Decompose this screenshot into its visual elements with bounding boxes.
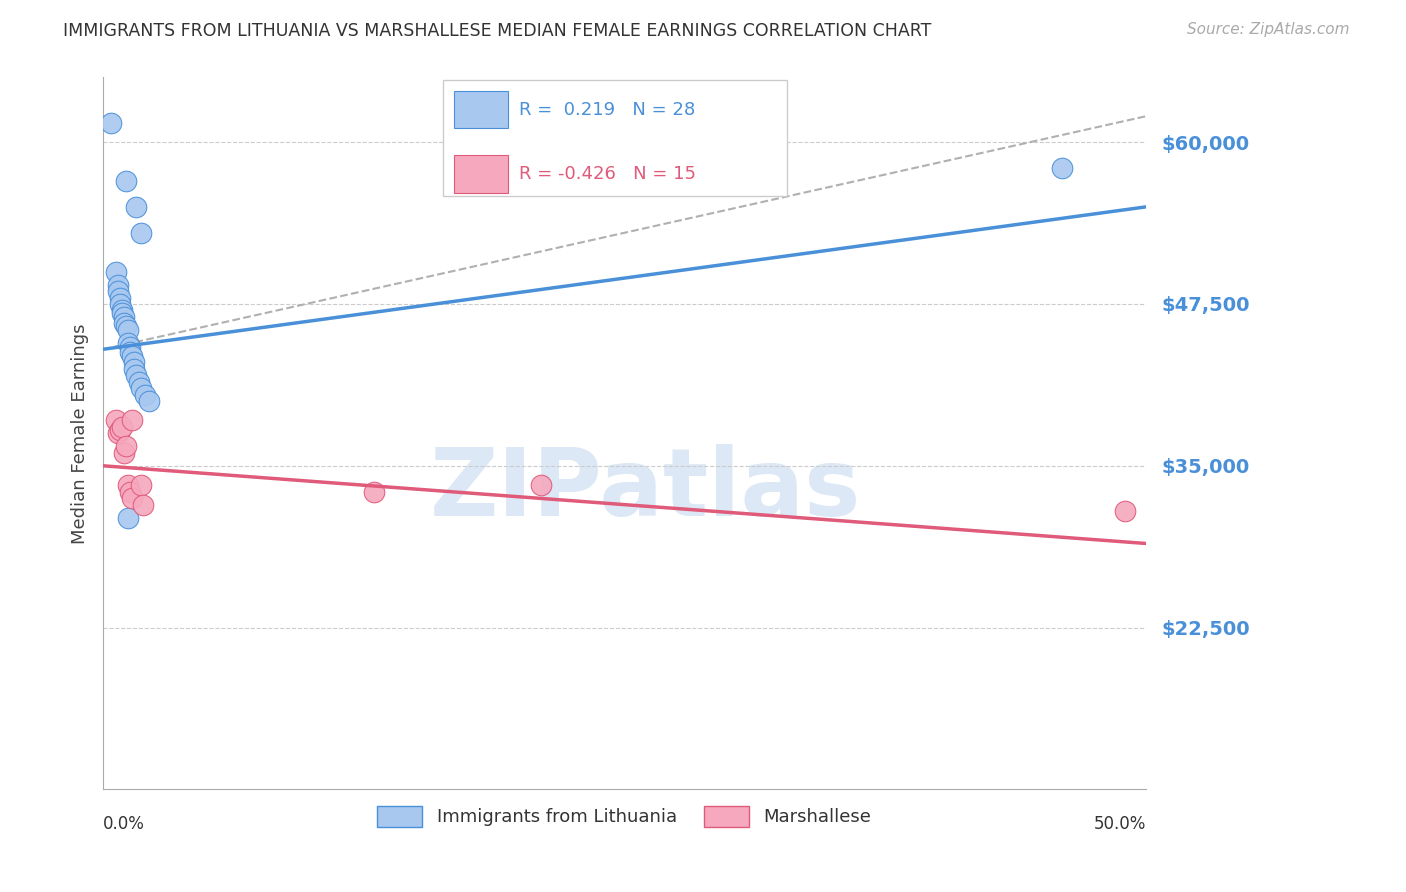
Point [120, 344, 142, 359]
Point [125, 200, 148, 214]
Text: ZIPatlas: ZIPatlas [430, 444, 860, 536]
Point [121, 491, 143, 505]
Point [121, 413, 143, 427]
Point [117, 323, 139, 337]
Point [120, 484, 142, 499]
Point [108, 291, 131, 305]
Point [112, 446, 135, 460]
Point [132, 498, 155, 512]
Point [107, 426, 129, 441]
Text: 0.0%: 0.0% [103, 815, 145, 833]
Text: IMMIGRANTS FROM LITHUANIA VS MARSHALLESE MEDIAN FEMALE EARNINGS CORRELATION CHAR: IMMIGRANTS FROM LITHUANIA VS MARSHALLESE… [63, 22, 932, 40]
Point [112, 310, 135, 324]
Point [138, 394, 160, 409]
Point [115, 174, 138, 188]
Point [115, 318, 138, 333]
Point [129, 381, 152, 395]
Y-axis label: Median Female Earnings: Median Female Earnings [72, 323, 89, 544]
Point [104, 265, 127, 279]
Point [120, 340, 142, 354]
Point [117, 335, 139, 350]
Point [111, 306, 134, 320]
Point [107, 284, 129, 298]
Point [117, 510, 139, 524]
Point [129, 478, 152, 492]
Point [111, 303, 134, 318]
Point [121, 349, 143, 363]
Point [112, 317, 135, 331]
Point [107, 277, 129, 292]
Point [129, 226, 152, 240]
Point [1052, 161, 1074, 175]
Point [134, 387, 156, 401]
Point [363, 484, 385, 499]
Point [111, 420, 134, 434]
Point [124, 355, 146, 369]
Point [124, 361, 146, 376]
Text: Source: ZipAtlas.com: Source: ZipAtlas.com [1187, 22, 1350, 37]
Text: R = -0.426   N = 15: R = -0.426 N = 15 [519, 165, 696, 183]
Point [117, 478, 139, 492]
Text: R =  0.219   N = 28: R = 0.219 N = 28 [519, 101, 695, 119]
Legend: Immigrants from Lithuania, Marshallese: Immigrants from Lithuania, Marshallese [370, 798, 879, 834]
Point [125, 368, 148, 383]
Text: 50.0%: 50.0% [1094, 815, 1146, 833]
Point [115, 439, 138, 453]
Point [108, 297, 131, 311]
Point [530, 478, 553, 492]
Point [100, 116, 122, 130]
Point [1114, 504, 1136, 518]
Point [104, 413, 127, 427]
Point [128, 375, 150, 389]
Point [108, 423, 131, 437]
